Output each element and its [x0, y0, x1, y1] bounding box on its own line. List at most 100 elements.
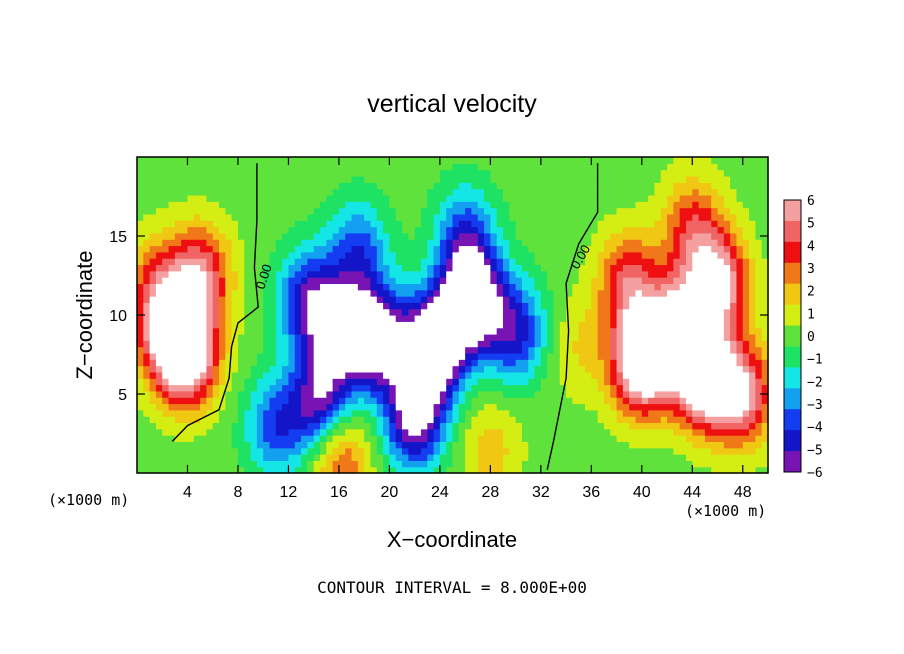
heatmap-cell [137, 188, 144, 196]
heatmap-cell [414, 194, 422, 202]
heatmap-cell [181, 232, 189, 240]
heatmap-cell [155, 352, 163, 360]
heatmap-cell [420, 422, 428, 430]
heatmap-cell [761, 283, 769, 291]
heatmap-cell [162, 409, 170, 417]
heatmap-cell [155, 194, 163, 202]
heatmap-cell [547, 371, 555, 379]
heatmap-cell [578, 441, 586, 449]
heatmap-cell [174, 321, 182, 329]
heatmap-cell [540, 315, 548, 322]
heatmap-cell [704, 226, 712, 234]
heatmap-cell [629, 182, 637, 190]
heatmap-cell [660, 308, 668, 316]
heatmap-cell [465, 403, 473, 411]
heatmap-cell [490, 447, 498, 455]
heatmap-cell [629, 157, 637, 164]
heatmap-cell [591, 182, 599, 190]
heatmap-cell [585, 435, 592, 442]
heatmap-cell [282, 264, 290, 272]
heatmap-cell [610, 441, 618, 449]
heatmap-cell [414, 390, 422, 398]
heatmap-cell [572, 390, 580, 398]
heatmap-cell [319, 264, 327, 272]
heatmap-cell [370, 466, 378, 474]
heatmap-cell [496, 340, 504, 348]
heatmap-cell [742, 365, 750, 373]
heatmap-cell [364, 352, 372, 360]
heatmap-cell [509, 251, 517, 259]
heatmap-cell [616, 207, 624, 215]
heatmap-cell [402, 163, 409, 171]
heatmap-cell [736, 207, 744, 215]
heatmap-cell [446, 232, 454, 240]
heatmap-cell [225, 315, 233, 322]
heatmap-cell [193, 390, 201, 398]
heatmap-cell [465, 409, 473, 417]
heatmap-cell [515, 188, 523, 196]
heatmap-cell [509, 315, 517, 322]
heatmap-cell [685, 365, 693, 373]
heatmap-cell [307, 270, 315, 278]
heatmap-cell [137, 403, 144, 411]
heatmap-cell [742, 226, 750, 234]
heatmap-cell [654, 308, 662, 316]
heatmap-cell [528, 422, 536, 430]
heatmap-cell [723, 466, 731, 474]
heatmap-cell [610, 239, 618, 247]
heatmap-cell [301, 232, 308, 240]
heatmap-cell [635, 321, 643, 329]
heatmap-cell [742, 239, 750, 247]
heatmap-cell [502, 245, 510, 253]
heatmap-cell [736, 435, 744, 442]
heatmap-cell [692, 245, 700, 253]
heatmap-cell [654, 289, 662, 297]
heatmap-cell [414, 245, 422, 253]
heatmap-cell [629, 169, 637, 177]
heatmap-cell [730, 333, 738, 341]
heatmap-cell [288, 378, 296, 386]
heatmap-cell [603, 460, 611, 468]
heatmap-cell [376, 157, 384, 164]
heatmap-cell [465, 441, 473, 449]
heatmap-cell [288, 175, 296, 183]
heatmap-cell [711, 220, 719, 228]
heatmap-cell [200, 207, 208, 215]
heatmap-cell [509, 289, 517, 297]
heatmap-cell [484, 454, 491, 461]
heatmap-cell [477, 302, 485, 310]
heatmap-cell [332, 220, 340, 228]
heatmap-cell [578, 315, 586, 322]
heatmap-cell [711, 169, 719, 177]
heatmap-cell [692, 232, 700, 240]
heatmap-cell [307, 258, 315, 266]
heatmap-cell [269, 409, 277, 417]
heatmap-cell [667, 207, 674, 215]
heatmap-cell [433, 371, 441, 379]
heatmap-cell [282, 378, 290, 386]
heatmap-cell [137, 289, 144, 297]
heatmap-cell [660, 409, 668, 417]
heatmap-cell [174, 207, 182, 215]
heatmap-cell [730, 157, 738, 164]
heatmap-cell [585, 194, 592, 202]
heatmap-cell [755, 289, 763, 297]
heatmap-cell [534, 378, 542, 386]
heatmap-cell [603, 175, 611, 183]
heatmap-cell [168, 264, 176, 272]
heatmap-cell [761, 428, 769, 436]
heatmap-cell [692, 289, 700, 297]
heatmap-cell [496, 277, 504, 284]
heatmap-cell [597, 352, 605, 360]
heatmap-cell [534, 340, 542, 348]
heatmap-cell [155, 390, 163, 398]
heatmap-cell [477, 277, 485, 284]
heatmap-cell [370, 251, 378, 259]
heatmap-cell [484, 270, 491, 278]
heatmap-cell [679, 258, 687, 266]
heatmap-cell [282, 409, 290, 417]
heatmap-cell [742, 188, 750, 196]
heatmap-cell [427, 163, 435, 171]
heatmap-cell [547, 163, 555, 171]
heatmap-cell [351, 333, 359, 341]
